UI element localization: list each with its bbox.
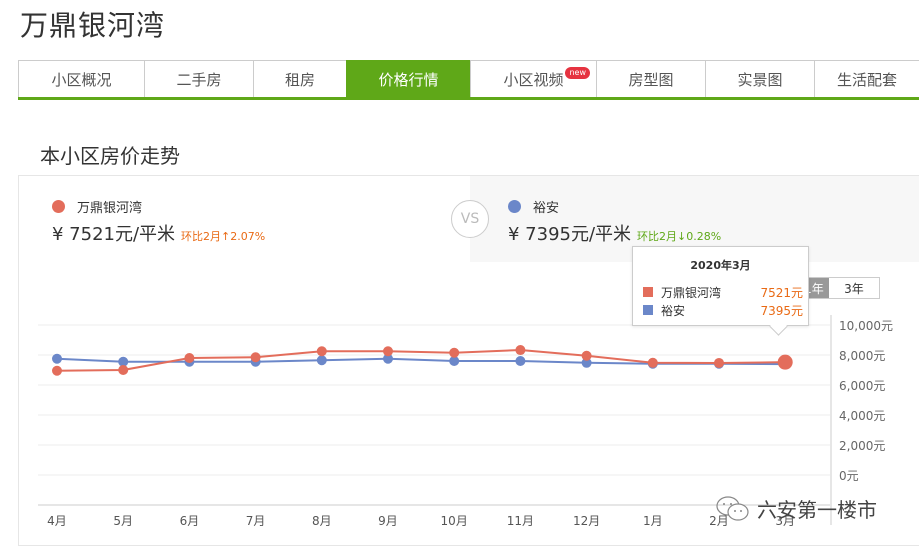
range-toggle: 1年 3年: [798, 277, 880, 299]
tooltip-title: 2020年3月: [690, 259, 751, 272]
data-point[interactable]: [777, 354, 793, 370]
tab-label: 价格行情: [378, 70, 439, 89]
tab-7[interactable]: 实景图: [705, 60, 814, 97]
data-point[interactable]: [714, 357, 724, 368]
tab-2[interactable]: 二手房: [144, 60, 253, 97]
tab-5[interactable]: 小区视频 new: [470, 60, 596, 97]
tab-bar: 小区概况 二手房 租房 价格行情 小区视频 new 房型图 实景图 生活配套: [18, 60, 919, 100]
data-point[interactable]: [316, 355, 327, 366]
x-tick-label: 7月: [246, 514, 266, 528]
x-tick-label: 12月: [573, 514, 600, 528]
compare-left-price: ¥ 7521元/平米: [52, 224, 176, 245]
x-tick-label: 4月: [47, 514, 67, 528]
legend-swatch-red-icon: [643, 287, 653, 297]
data-point[interactable]: [184, 353, 195, 363]
tab-label: 租房: [284, 70, 315, 89]
y-tick-label: 2,000元: [839, 439, 885, 453]
data-point[interactable]: [449, 356, 460, 366]
x-tick-label: 9月: [378, 514, 398, 528]
tab-label: 生活配套: [836, 70, 897, 89]
tooltip-series-name: 裕安: [661, 303, 686, 318]
data-point[interactable]: [118, 356, 129, 367]
tooltip-series-value: 7521元: [760, 285, 803, 300]
data-point[interactable]: [383, 353, 393, 364]
y-tick-label: 8,000元: [839, 349, 885, 363]
compare-left-change: 环比2月↑2.07%: [181, 230, 266, 243]
data-point[interactable]: [118, 365, 129, 375]
tooltip-series-value: 7395元: [760, 303, 803, 318]
tab-label: 小区概况: [51, 70, 112, 89]
watermark-text: 六安第一楼市: [757, 498, 877, 522]
wechat-icon: [716, 495, 749, 521]
data-point[interactable]: [52, 365, 62, 376]
data-point[interactable]: [515, 356, 526, 366]
data-point[interactable]: [647, 357, 658, 368]
tooltip-series-name: 万鼎银河湾: [661, 285, 722, 300]
data-point[interactable]: [581, 350, 592, 361]
range-3-year-button[interactable]: 3年: [829, 278, 879, 298]
x-tick-label: 8月: [312, 514, 332, 528]
x-tick-label: 6月: [180, 514, 200, 528]
page-title: 万鼎银河湾: [20, 9, 166, 42]
x-tick-label: 3月: [775, 514, 795, 528]
data-point[interactable]: [383, 346, 393, 357]
compare-right-change: 环比2月↓0.28%: [637, 230, 722, 243]
x-tick-label: 5月: [113, 514, 133, 528]
tooltip-row: 万鼎银河湾 7521元: [643, 284, 803, 300]
y-tick-label: 0元: [839, 469, 859, 483]
section-title: 本小区房价走势: [40, 144, 180, 168]
data-point[interactable]: [581, 357, 592, 368]
tooltip-row: 裕安 7395元: [643, 302, 803, 318]
new-badge: new: [565, 67, 590, 79]
x-tick-label: 11月: [507, 514, 534, 528]
tab-label: 二手房: [176, 70, 222, 89]
compare-right-price: ¥ 7395元/平米: [508, 224, 632, 245]
compare-right-name: 裕安: [533, 201, 560, 216]
data-point[interactable]: [515, 345, 526, 356]
vs-badge: VS: [451, 200, 489, 238]
data-point[interactable]: [250, 352, 261, 363]
compare-left-name: 万鼎银河湾: [77, 201, 143, 216]
legend-swatch-blue-icon: [643, 305, 653, 315]
tab-4[interactable]: 价格行情: [346, 60, 470, 97]
y-tick-label: 6,000元: [839, 379, 885, 393]
tab-3[interactable]: 租房: [253, 60, 346, 97]
x-tick-label: 2月: [709, 514, 729, 528]
watermark: 六安第一楼市: [715, 494, 877, 523]
x-tick-label: 10月: [441, 514, 468, 528]
compare-left: 万鼎银河湾 ¥ 7521元/平米 环比2月↑2.07%: [19, 176, 470, 262]
tab-label: 房型图: [628, 70, 674, 89]
tab-1[interactable]: 小区概况: [18, 60, 144, 97]
tab-8[interactable]: 生活配套: [814, 60, 919, 97]
series-dot-red-icon: [52, 200, 65, 213]
series-dot-blue-icon: [508, 200, 521, 213]
chart-tooltip: 2020年3月 万鼎银河湾 7521元 裕安 7395元: [632, 246, 809, 326]
tab-6[interactable]: 房型图: [596, 60, 705, 97]
data-point[interactable]: [316, 346, 327, 357]
x-tick-label: 1月: [643, 514, 663, 528]
y-tick-label: 4,000元: [839, 409, 885, 423]
data-point[interactable]: [449, 347, 460, 358]
y-tick-label: 10,000元: [839, 319, 893, 333]
tab-label: 小区视频: [503, 70, 564, 89]
series-line: [56, 349, 786, 372]
data-point[interactable]: [52, 353, 62, 364]
tab-label: 实景图: [737, 70, 783, 89]
